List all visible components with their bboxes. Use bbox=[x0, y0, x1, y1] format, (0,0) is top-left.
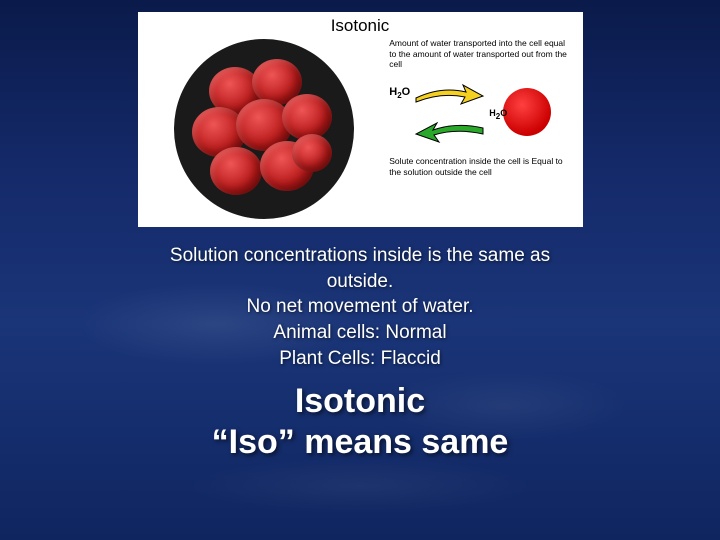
slide-caption: Solution concentrations inside is the sa… bbox=[170, 243, 550, 371]
red-blood-cell bbox=[292, 134, 332, 172]
caption-line: Solution concentrations inside is the sa… bbox=[170, 243, 550, 269]
petri-dish bbox=[174, 39, 354, 219]
title-line: Isotonic bbox=[212, 381, 509, 422]
title-line: “Iso” means same bbox=[212, 422, 509, 463]
arrow-out-of-cell bbox=[411, 118, 491, 146]
diagram-left-panel bbox=[148, 20, 382, 219]
slide-title: Isotonic “Iso” means same bbox=[212, 381, 509, 463]
red-blood-cell bbox=[210, 147, 262, 195]
h2o-label-in: H2O bbox=[389, 86, 410, 101]
caption-line: Plant Cells: Flaccid bbox=[170, 346, 550, 372]
water-exchange-row: H2O H2O bbox=[389, 78, 568, 148]
diagram-right-panel: Amount of water transported into the cel… bbox=[381, 20, 572, 219]
h2o-label-out: H2O bbox=[489, 108, 507, 122]
slide-container: Isotonic Amount of water transported int… bbox=[0, 0, 720, 540]
caption-line: outside. bbox=[170, 269, 550, 295]
diagram-desc-bottom: Solute concentration inside the cell is … bbox=[389, 156, 568, 177]
diagram-desc-top: Amount of water transported into the cel… bbox=[389, 38, 568, 70]
caption-line: Animal cells: Normal bbox=[170, 320, 550, 346]
caption-line: No net movement of water. bbox=[170, 294, 550, 320]
small-cell-icon bbox=[503, 88, 551, 136]
isotonic-diagram: Isotonic Amount of water transported int… bbox=[138, 12, 583, 227]
red-blood-cell bbox=[282, 94, 332, 140]
arrow-into-cell bbox=[411, 82, 491, 110]
